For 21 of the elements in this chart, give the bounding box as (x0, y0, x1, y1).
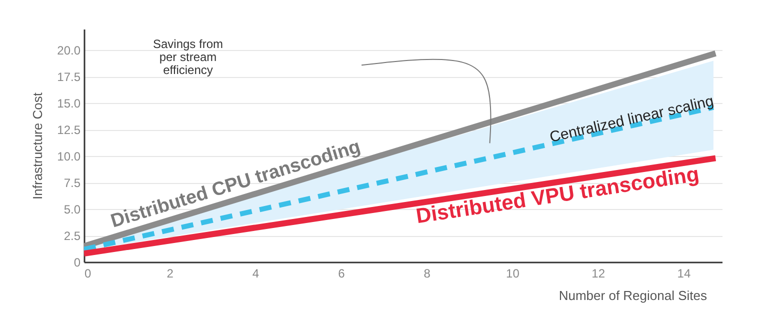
y-tick-label: 10.0 (57, 150, 81, 164)
x-tick-label: 10 (506, 266, 520, 280)
x-tick-label: 14 (677, 266, 691, 280)
x-tick-label: 8 (424, 266, 431, 280)
x-tick-label: 12 (592, 266, 606, 280)
y-tick-label: 2.5 (64, 229, 81, 244)
annotation: Savings from per stream efficiency (152, 36, 224, 77)
y-tick-label: 12.5 (57, 123, 81, 138)
x-tick-label: 0 (84, 266, 92, 280)
y-tick-label: 0 (74, 256, 81, 270)
y-tick-label: 5.0 (64, 202, 81, 217)
y-tick-label: 20.0 (57, 44, 81, 58)
x-tick-label: 6 (338, 266, 346, 280)
y-tick-label: 17.5 (57, 70, 81, 84)
text: Distributed VPU transcoding (414, 162, 701, 228)
x-tick-label: 4 (252, 266, 260, 280)
x-axis-title: Number of Regional Sites (558, 288, 708, 303)
y-axis-title: Infrastructure Cost (30, 92, 46, 200)
x-tick-label: 2 (166, 266, 174, 280)
y-tick-label: 15.0 (57, 96, 81, 111)
y-tick-label: 7.5 (64, 176, 81, 190)
